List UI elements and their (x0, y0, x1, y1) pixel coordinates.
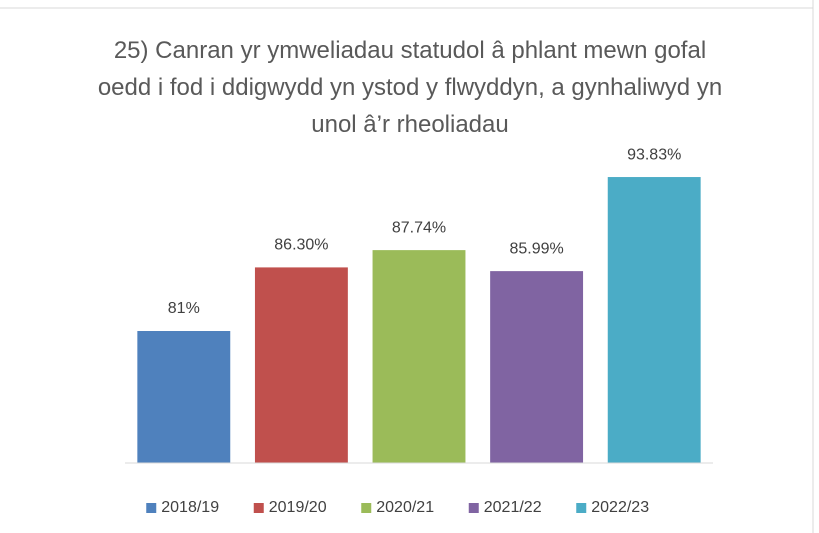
legend-label: 2021/22 (484, 499, 542, 516)
bar (372, 250, 466, 463)
data-label: 81% (168, 300, 200, 317)
data-label: 85.99% (509, 240, 563, 257)
data-label: 93.83% (627, 146, 681, 163)
bar (137, 331, 231, 463)
legend-swatch (576, 503, 587, 513)
bar (490, 271, 584, 463)
chart-title: 25) Canran yr ymweliadau statudol â phla… (97, 37, 723, 138)
legend-label: 2022/23 (591, 499, 649, 516)
legend-label: 2020/21 (376, 499, 434, 516)
data-label: 86.30% (274, 237, 328, 254)
legend-swatch (146, 503, 157, 513)
legend-swatch (468, 503, 479, 513)
bar (607, 177, 701, 464)
legend-swatch (253, 503, 264, 513)
bar (254, 267, 348, 463)
legend-label: 2019/20 (269, 499, 327, 516)
data-label: 87.74% (392, 219, 446, 236)
legend-label: 2018/19 (161, 499, 219, 516)
legend-swatch (361, 503, 372, 513)
